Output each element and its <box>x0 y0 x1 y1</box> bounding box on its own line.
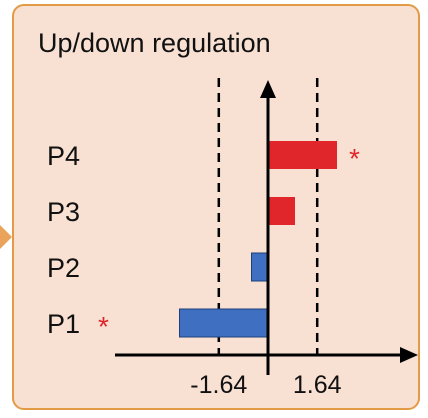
x-tick-label-1: -1.64 <box>190 371 247 399</box>
category-label-p1: P1 <box>47 309 80 339</box>
significance-marker-p1: * <box>98 311 109 342</box>
bar-p2 <box>251 252 269 282</box>
panel-pointer-arrow-icon <box>0 225 12 249</box>
category-label-p4: P4 <box>47 141 80 171</box>
bar-p1 <box>179 308 269 338</box>
chart-title: Up/down regulation <box>38 28 271 58</box>
x-tick-label-2: 1.64 <box>293 371 342 399</box>
x-axis-arrow-icon <box>400 347 418 363</box>
bar-p4 <box>268 141 337 169</box>
bar-p3 <box>268 197 295 225</box>
category-label-p3: P3 <box>47 197 80 227</box>
y-axis-arrow-icon <box>260 80 276 98</box>
category-label-p2: P2 <box>47 253 80 283</box>
chart-panel <box>12 4 420 410</box>
significance-marker-p4: * <box>349 143 360 174</box>
